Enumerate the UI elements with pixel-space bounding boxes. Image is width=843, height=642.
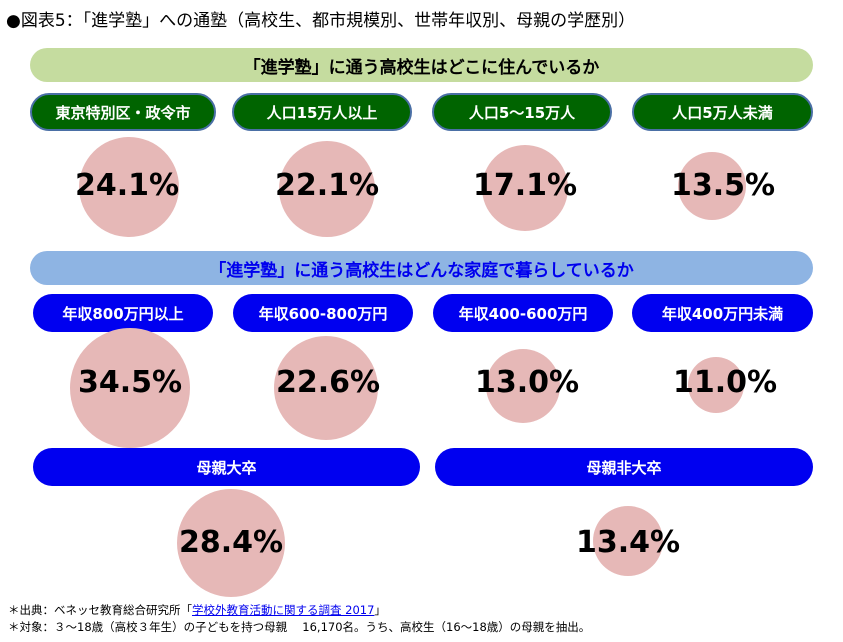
bubble-education-1 (177, 489, 285, 597)
value-income-2: 22.6% (275, 365, 381, 400)
city-label-2: 人口15万人以上 (232, 93, 412, 131)
bubble-income-4 (688, 357, 744, 413)
value-city-2: 22.1% (274, 168, 380, 203)
bubble-income-2 (274, 336, 378, 440)
bubble-city-2 (279, 141, 375, 237)
income-label-4: 年収400万円未満 (632, 294, 813, 332)
value-city-1: 24.1% (74, 168, 180, 203)
value-education-2: 13.4% (575, 525, 681, 560)
bubble-education-2 (593, 506, 663, 576)
education-label-2: 母親非大卒 (435, 448, 813, 486)
city-label-1: 東京特別区・政令市 (30, 93, 216, 131)
bubble-city-4 (678, 152, 746, 220)
income-label-1: 年収800万円以上 (33, 294, 213, 332)
income-label-2: 年収600-800万円 (233, 294, 413, 332)
section1-heading: 「進学塾」に通う高校生はどこに住んでいるか (30, 48, 813, 82)
source-link[interactable]: 学校外教育活動に関する調査 2017 (192, 603, 375, 617)
value-income-4: 11.0% (672, 365, 778, 400)
city-label-3: 人口5～15万人 (432, 93, 612, 131)
bubble-city-3 (482, 145, 568, 231)
bubble-city-1 (79, 137, 179, 237)
income-label-3: 年収400-600万円 (433, 294, 613, 332)
value-education-1: 28.4% (178, 525, 284, 560)
footnote-source-suffix: 」 (374, 603, 386, 617)
footnote-target: ＊対象：３～18歳（高校３年生）の子どもを持つ母親 16,170名。うち、高校生… (8, 620, 591, 634)
value-city-3: 17.1% (472, 168, 578, 203)
bubble-income-1 (70, 328, 190, 448)
bubble-income-3 (486, 349, 560, 423)
education-label-1: 母親大卒 (33, 448, 420, 486)
value-city-4: 13.5% (670, 168, 776, 203)
footnote-source: ＊出典：ベネッセ教育総合研究所「学校外教育活動に関する調査 2017」 (8, 602, 386, 618)
footnote-source-prefix: ＊出典：ベネッセ教育総合研究所「 (8, 603, 192, 617)
value-income-3: 13.0% (474, 365, 580, 400)
section2-heading: 「進学塾」に通う高校生はどんな家庭で暮らしているか (30, 251, 813, 285)
page-title: ●図表5：「進学塾」への通塾（高校生、都市規模別、世帯年収別、母親の学歴別） (6, 11, 636, 31)
city-label-4: 人口5万人未満 (632, 93, 813, 131)
value-income-1: 34.5% (77, 365, 183, 400)
